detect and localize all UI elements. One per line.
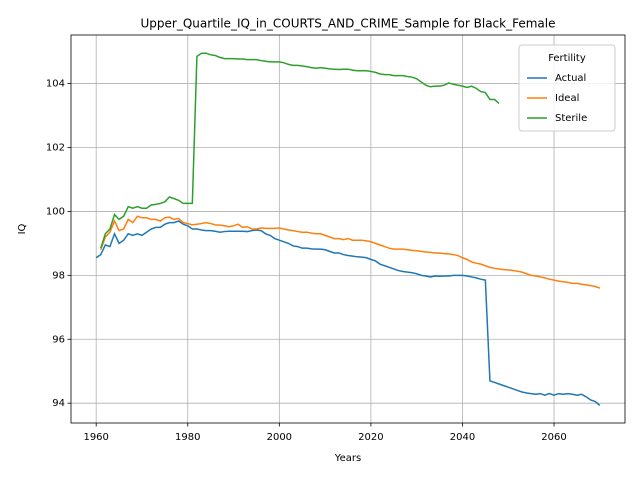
x-tick-label: 1980 <box>175 432 200 443</box>
y-axis-label: IQ <box>17 223 28 234</box>
x-tick-label: 2020 <box>358 432 383 443</box>
line-series <box>100 215 601 289</box>
chart-title: Upper_Quartile_IQ_in_COURTS_AND_CRIME_Sa… <box>141 17 556 31</box>
y-tick-label: 98 <box>52 270 65 281</box>
y-tick-label: 102 <box>46 143 65 154</box>
y-tick-label: 100 <box>46 206 65 217</box>
legend: Fertility Actual Ideal Sterile <box>518 44 616 132</box>
legend-title: Fertility <box>548 53 586 64</box>
y-tick-label: 94 <box>52 398 65 409</box>
legend-label: Sterile <box>555 113 587 124</box>
legend-box <box>518 44 616 132</box>
y-tick-label: 104 <box>46 79 65 90</box>
x-axis-label: Years <box>334 453 361 464</box>
legend-label: Actual <box>555 73 586 84</box>
line-series <box>100 52 500 249</box>
line-series <box>95 220 601 406</box>
legend-label: Ideal <box>555 93 579 104</box>
plot-frame <box>70 34 626 424</box>
x-tick-label: 2060 <box>541 432 566 443</box>
x-tick-label: 2040 <box>450 432 475 443</box>
x-tick-label: 1960 <box>83 432 108 443</box>
x-tick-label: 2000 <box>267 432 292 443</box>
y-tick-label: 96 <box>52 334 65 345</box>
